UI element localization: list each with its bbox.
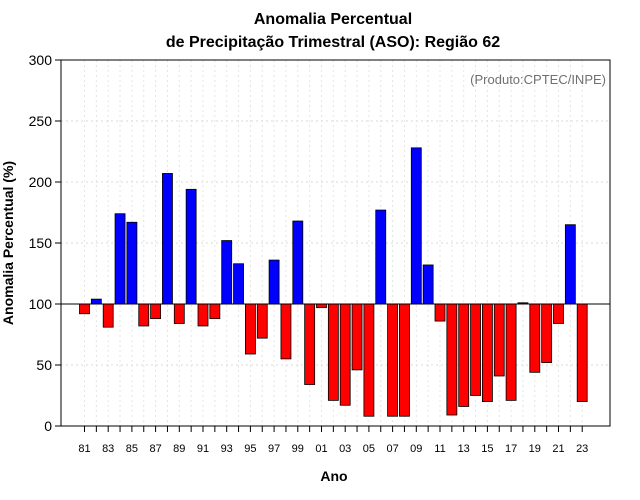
bar-05 [363, 303, 375, 417]
bar-84 [114, 213, 126, 305]
bar-03 [339, 303, 351, 406]
bar-96 [256, 303, 268, 339]
bar-09 [410, 147, 422, 305]
bar-86 [138, 303, 150, 327]
y-tick-label-300: 300 [29, 52, 53, 68]
bar-81 [79, 303, 90, 315]
y-tick-label-150: 150 [29, 235, 53, 251]
y-tick-label-200: 200 [29, 174, 53, 190]
x-tick-label-87: 87 [149, 443, 161, 455]
x-tick-label-95: 95 [244, 443, 256, 455]
bar-92 [209, 303, 221, 320]
bar-00 [304, 303, 316, 385]
bar-14 [470, 303, 481, 396]
chart-title-line1: Anomalia Percentual [254, 11, 412, 28]
y-tick-label-50: 50 [36, 357, 52, 373]
bar-12 [446, 303, 458, 416]
x-tick-label-05: 05 [363, 443, 375, 455]
x-tick-label-85: 85 [126, 443, 138, 455]
x-tick-label-93: 93 [221, 443, 233, 455]
x-tick-label-19: 19 [529, 443, 541, 455]
x-tick-label-91: 91 [197, 443, 209, 455]
bar-15 [481, 303, 493, 402]
bar-16 [493, 303, 505, 377]
bar-98 [280, 303, 292, 360]
bar-83 [102, 303, 114, 328]
bar-19 [529, 303, 541, 373]
x-tick-label-83: 83 [102, 443, 114, 455]
x-tick-label-09: 09 [410, 443, 422, 455]
x-tick-label-99: 99 [292, 443, 304, 455]
x-axis-title: Ano [320, 468, 347, 484]
bar-04 [351, 303, 363, 371]
x-tick-label-11: 11 [434, 443, 445, 455]
bar-17 [505, 303, 517, 401]
x-tick-label-03: 03 [339, 443, 351, 455]
y-tick-label-0: 0 [44, 418, 52, 434]
bar-01 [316, 303, 327, 309]
product-annotation: (Produto:CPTEC/INPE) [470, 72, 606, 87]
x-tick-label-07: 07 [386, 443, 398, 455]
bar-13 [458, 303, 470, 407]
bar-93 [221, 240, 233, 305]
bar-23 [576, 303, 588, 402]
bar-07 [387, 303, 399, 417]
bar-22 [564, 224, 576, 305]
y-tick-label-250: 250 [29, 113, 53, 129]
y-axis-title: Anomalia Percentual (%) [0, 161, 16, 325]
bar-11 [434, 303, 446, 322]
x-tick-label-81: 81 [78, 443, 90, 455]
y-axis-ticks: 0 50 100 150 200 250 300 [29, 52, 61, 434]
bar-94 [233, 263, 244, 305]
x-tick-label-97: 97 [268, 443, 280, 455]
bars [79, 147, 588, 417]
bar-95 [244, 303, 256, 355]
bar-88 [162, 173, 173, 305]
x-tick-label-01: 01 [315, 443, 327, 455]
chart-title-line2: de Precipitação Trimestral (ASO): Região… [166, 34, 500, 51]
bar-82 [90, 298, 102, 305]
x-tick-label-13: 13 [458, 443, 470, 455]
bar-90 [185, 188, 197, 305]
x-tick-label-89: 89 [173, 443, 185, 455]
bar-89 [173, 303, 185, 324]
bar-06 [375, 209, 387, 305]
y-tick-label-100: 100 [29, 296, 53, 312]
bar-97 [268, 259, 280, 305]
bar-91 [197, 303, 209, 327]
bar-08 [399, 303, 410, 417]
bar-85 [126, 221, 138, 305]
x-tick-label-15: 15 [481, 443, 493, 455]
bar-87 [150, 303, 162, 320]
x-tick-label-23: 23 [576, 443, 588, 455]
bar-10 [422, 264, 434, 305]
bar-99 [292, 220, 304, 305]
bar-21 [553, 303, 564, 324]
x-tick-label-21: 21 [552, 443, 564, 455]
x-tick-label-17: 17 [505, 443, 517, 455]
bar-20 [541, 303, 553, 363]
x-axis-ticks: 81 83 85 87 89 91 93 95 97 99 01 03 05 07 09 11 13 15 17 19… [78, 426, 588, 455]
bar-02 [327, 303, 339, 401]
